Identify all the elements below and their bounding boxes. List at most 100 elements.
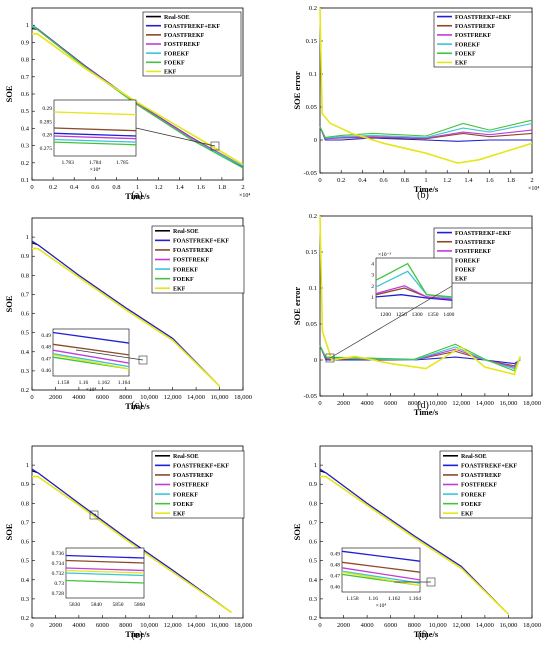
legend-entry: EKF <box>455 61 468 67</box>
series-line-ekf <box>32 32 244 166</box>
inset-series-fostfrekf <box>65 567 145 572</box>
legend-entry: FOSTFREKF <box>455 249 491 255</box>
zoom-region-box <box>89 510 99 520</box>
x-tick-label: 4000 <box>72 622 85 629</box>
inset-x-exponent: ×10⁴ <box>86 387 97 393</box>
y-tick-label: 0.8 <box>21 57 29 64</box>
inset-series-foastfrekf <box>52 343 130 356</box>
inset-series-foastfrekf <box>53 127 137 132</box>
x-tick-label: 0 <box>318 622 321 629</box>
inset-series-fostfrekf <box>53 135 137 140</box>
inset-series-foastfrekf <box>341 561 421 573</box>
y-tick-label: 0.5 <box>21 108 29 115</box>
x-tick-label: 10,000 <box>140 394 158 401</box>
legend-entry: FOASTFREKF+EKF <box>173 464 229 470</box>
inset-x-tick-label: 1.162 <box>97 380 110 386</box>
inset-y-tick-label: 0.47 <box>330 574 340 580</box>
y-tick-label: 0.7 <box>21 519 30 526</box>
series-line-ekf <box>319 215 521 376</box>
panel-label: (c) <box>131 400 142 411</box>
legend-entry: FOASTFREKF+EKF <box>461 464 517 470</box>
legend-entry: FOASTFREKF <box>455 240 496 246</box>
y-tick-label: 0.2 <box>309 5 317 12</box>
inset-series-foekf <box>375 262 453 298</box>
y-tick-label: 0.2 <box>309 213 317 220</box>
legend-entry: FOEKF <box>173 277 194 283</box>
y-tick-label: 0.7 <box>21 291 30 298</box>
inset-y-tick-label: 0.49 <box>41 333 51 339</box>
inset-series-fostfrekf <box>341 567 421 581</box>
legend-entry: EKF <box>173 511 186 517</box>
x-tick-label: 18,000 <box>234 394 252 401</box>
y-tick-label: 0.2 <box>21 160 29 167</box>
legend-entry: Real-SOE <box>173 454 199 460</box>
y-tick-label: 0.9 <box>21 253 29 260</box>
x-axis-label: Time/s <box>125 401 150 411</box>
y-axis-label: SOE <box>4 295 14 312</box>
inset-series-foastfrekf-ekf <box>52 331 130 344</box>
x-tick-label: 14,000 <box>187 394 205 401</box>
zoom-arrow <box>329 285 453 359</box>
inset-x-tick-label: 1300 <box>412 312 423 318</box>
series-line-ekf <box>319 7 533 164</box>
inset-y-tick-label: 0.28 <box>42 133 52 139</box>
x-tick-label: 12,000 <box>164 394 182 401</box>
legend-entry: FOEKF <box>173 502 194 508</box>
inset-x-tick-label: 1.164 <box>118 380 131 386</box>
inset-y-tick-label: 0.732 <box>52 571 65 577</box>
x-tick-label: 14,000 <box>476 622 494 629</box>
x-tick-label: 1.2 <box>155 184 163 191</box>
y-tick-label: 0.4 <box>309 577 318 584</box>
series-line-foastfrekf-ekf <box>319 468 509 615</box>
x-tick-label: 1.2 <box>443 177 451 184</box>
inset-x-tick-label: 1.16 <box>368 596 378 602</box>
series-line-foastfrekf-ekf <box>319 126 532 142</box>
legend-entry: EKF <box>455 277 468 283</box>
x-tick-label: 2000 <box>49 622 62 629</box>
chart-1: 0 0.2 0.4 0.6 0.8 1 1.2 1.4 1.6 1.8 2 0.1 0.2 0.3 0.4 0… <box>4 7 250 201</box>
x-tick-label: 16,000 <box>211 622 229 629</box>
x-tick-label: 0 <box>30 394 33 401</box>
x-tick-label: 18,000 <box>523 400 541 407</box>
inset-series-foastfrekf-ekf <box>375 294 453 301</box>
panel-label: (b) <box>417 190 429 201</box>
inset-y-tick-label: 0.48 <box>41 345 51 351</box>
series-line-foekf <box>319 119 533 138</box>
x-tick-label: 12,000 <box>452 400 470 407</box>
x-tick-label: 16,000 <box>500 400 518 407</box>
inset-series-ekf <box>65 569 145 574</box>
y-tick-label: 0.3 <box>21 368 29 375</box>
y-tick-label: 0.1 <box>309 285 317 292</box>
x-tick-label: 16,000 <box>500 622 518 629</box>
y-tick-label: 1 <box>26 462 29 469</box>
x-tick-label: 18,000 <box>523 622 541 629</box>
x-tick-label: 14,000 <box>476 400 494 407</box>
series-line-foastfrekf-ekf <box>31 468 232 613</box>
inset-y-tick-label: 0.46 <box>330 585 340 591</box>
y-tick-label: 0.4 <box>21 349 30 356</box>
panel-label: (d) <box>417 400 429 411</box>
inset-x-tick-label: 1250 <box>396 312 407 318</box>
inset-x-tick-label: 1.158 <box>346 596 359 602</box>
x-tick-label: 2000 <box>337 622 350 629</box>
legend-entry: FOSTFREKF <box>164 42 200 48</box>
legend-entry: Real-SOE <box>164 15 190 21</box>
x-tick-label: 0.8 <box>112 184 120 191</box>
inset-x-tick-label: 5850 <box>113 602 124 608</box>
y-axis-label: SOE error <box>292 71 302 110</box>
inset-y-tick-label: 0.275 <box>40 146 53 152</box>
y-tick-label: 0.15 <box>306 249 317 256</box>
legend-entry: FOSTFREKF <box>455 33 491 39</box>
x-tick-label: 1.8 <box>218 184 226 191</box>
inset-x-tick-label: 1350 <box>428 312 439 318</box>
inset-y-tick-label: 2 <box>371 284 374 290</box>
y-tick-label: 0.9 <box>309 481 317 488</box>
legend-entry: Real-SOE <box>173 229 199 235</box>
x-tick-label: 10,000 <box>429 400 447 407</box>
legend-entry: FOSTFREKF <box>173 483 209 489</box>
series-line-foastfrekf-ekf <box>319 345 521 365</box>
inset-x-tick-label: 1400 <box>443 312 454 318</box>
legend-entry: FOEKF <box>164 60 185 66</box>
x-exponent: ×10⁴ <box>239 193 250 199</box>
inset-y-tick-label: 0.73 <box>54 581 64 587</box>
